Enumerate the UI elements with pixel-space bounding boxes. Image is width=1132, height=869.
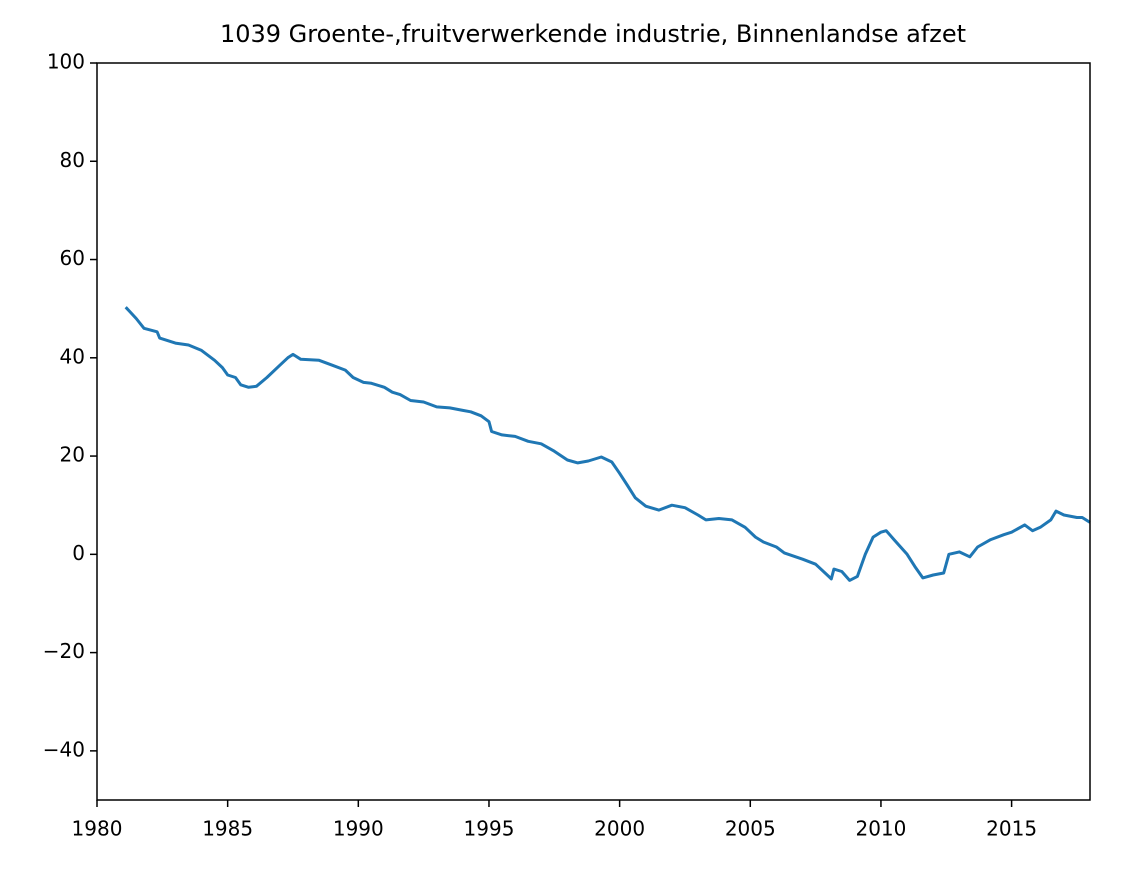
x-tick-label: 2015 [986, 817, 1037, 841]
chart-title: 1039 Groente-,fruitverwerkende industrie… [220, 20, 966, 48]
x-tick-label: 1990 [333, 817, 384, 841]
y-tick-label: 80 [60, 148, 85, 172]
y-tick-label: 20 [60, 443, 85, 467]
y-tick-label: 100 [47, 50, 85, 74]
x-tick-label: 1980 [72, 817, 123, 841]
x-tick-label: 2005 [725, 817, 776, 841]
plot-frame [96, 62, 1091, 801]
y-tick-label: −40 [43, 737, 85, 761]
x-tick-label: 1995 [464, 817, 515, 841]
y-tick-label: 0 [72, 541, 85, 565]
x-tick-label: 1985 [202, 817, 253, 841]
y-tick-label: 60 [60, 246, 85, 270]
y-tick-label: 40 [60, 344, 85, 368]
data-line [124, 306, 1091, 582]
x-tick-label: 2000 [594, 817, 645, 841]
y-tick-label: −20 [43, 639, 85, 663]
x-tick-label: 2010 [855, 817, 906, 841]
